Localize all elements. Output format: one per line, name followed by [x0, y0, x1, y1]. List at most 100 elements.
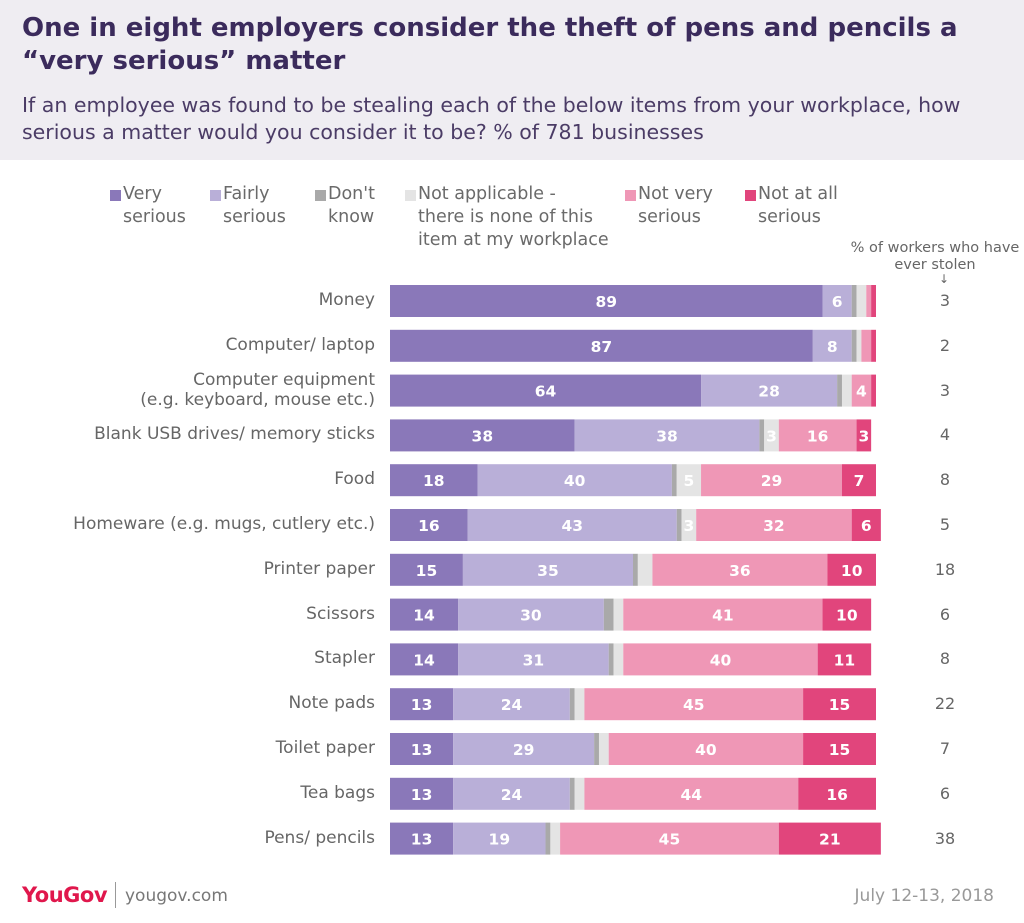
value-label: 31: [523, 651, 545, 669]
value-label: 14: [413, 607, 435, 625]
stolen-value: 6: [939, 783, 951, 803]
category-label: Toilet paper: [275, 738, 375, 758]
category-label: Homeware (e.g. mugs, cutlery etc.): [73, 514, 375, 534]
value-label: 16: [418, 517, 440, 535]
bar-segment: [822, 598, 872, 631]
legend-label: Not applicable - there is none of this i…: [418, 184, 609, 250]
value-label: 64: [535, 383, 557, 401]
category-label: Computer equipment (e.g. keyboard, mouse…: [140, 369, 375, 410]
value-label: 45: [659, 831, 681, 849]
category-label: Money: [318, 290, 375, 310]
bar-segment: [637, 553, 653, 586]
stolen-value: 38: [934, 828, 956, 848]
bar-segment: [856, 285, 867, 317]
bar-segment: [598, 733, 609, 765]
bar-segment: [574, 688, 585, 721]
stolen-value: 22: [934, 694, 956, 714]
bar-segment: [623, 598, 823, 631]
value-label: 36: [729, 562, 751, 580]
legend-swatch: [110, 190, 121, 201]
bar-segment: [390, 509, 468, 541]
value-label: 45: [683, 696, 705, 714]
bar-segment: [467, 509, 677, 541]
bar-segment: [545, 822, 551, 855]
bar-segment: [701, 464, 842, 497]
bar-segment: [613, 598, 624, 631]
value-label: 16: [826, 786, 848, 804]
value-label: 19: [489, 831, 511, 849]
value-label: 13: [411, 786, 433, 804]
bar-segment: [569, 777, 575, 810]
bar-segment: [798, 777, 876, 810]
bar-segment: [390, 329, 813, 362]
bar-segment: [603, 598, 614, 631]
category-label: Tea bags: [300, 782, 375, 803]
value-label: 4: [856, 383, 867, 401]
bar-segment: [550, 822, 561, 855]
category-label: Printer paper: [263, 558, 375, 579]
value-label: 13: [411, 696, 433, 714]
bar-segment: [569, 688, 575, 721]
stolen-value: 3: [939, 291, 951, 310]
bar-segment: [827, 553, 876, 586]
bar-segment: [390, 419, 575, 452]
bar-segment: [633, 553, 638, 586]
brand: YouGov: [22, 883, 108, 907]
bar-segment: [851, 329, 857, 362]
bar-segment: [764, 419, 779, 452]
bar-segment: [390, 733, 454, 765]
legend-label: Very serious: [123, 184, 186, 227]
stolen-value: 4: [939, 425, 951, 445]
bar-segment: [574, 777, 585, 810]
stolen-value: 3: [939, 380, 951, 400]
bar-segment: [652, 553, 828, 586]
value-label: 3: [683, 517, 694, 535]
stolen-header: % of workers who have ever stolen: [850, 240, 1020, 273]
bar-segment: [696, 509, 852, 541]
subtitle: If an employee was found to be stealing …: [22, 93, 961, 144]
value-label: 15: [829, 696, 851, 714]
bar-segment: [477, 464, 672, 497]
bar-segment: [841, 374, 852, 407]
bar-segment: [871, 285, 876, 317]
bar-segment: [390, 777, 454, 810]
bar-segment: [861, 329, 872, 362]
bar-segment: [837, 374, 842, 407]
bar-segment: [778, 419, 857, 452]
bar-segment: [462, 553, 633, 586]
bar-segment: [584, 688, 804, 721]
value-label: 14: [413, 651, 435, 669]
bar-segment: [817, 643, 872, 676]
bar-segment: [803, 733, 876, 765]
legend-label: Not at all serious: [758, 184, 838, 227]
stolen-value: 2: [939, 335, 951, 355]
bar-segment: [594, 733, 599, 765]
bar-segment: [841, 464, 876, 497]
value-label: 8: [827, 338, 838, 356]
bar-segment: [458, 598, 604, 631]
bar-segment: [812, 329, 852, 362]
legend-swatch: [315, 190, 326, 201]
date: July 12-13, 2018: [854, 886, 994, 906]
value-label: 35: [537, 562, 559, 580]
bar-segment: [759, 419, 765, 452]
bar-segment: [390, 553, 463, 586]
legend-label: Don't know: [328, 184, 375, 227]
bar-segment: [822, 285, 852, 317]
bar-segment: [866, 285, 872, 317]
bar-segment: [676, 464, 702, 497]
value-label: 89: [595, 293, 617, 311]
value-label: 87: [591, 338, 613, 356]
bar-segment: [390, 374, 702, 407]
bar-segment: [851, 509, 881, 541]
bar-segment: [608, 643, 614, 676]
bar-segment: [623, 643, 818, 676]
value-label: 6: [832, 293, 843, 311]
value-label: 40: [710, 651, 732, 669]
bar-segment: [701, 374, 838, 407]
value-label: 24: [501, 786, 523, 804]
stolen-value: 18: [934, 559, 956, 579]
value-label: 10: [836, 607, 858, 625]
stolen-value: 8: [939, 649, 951, 669]
bar-segment: [458, 643, 609, 676]
